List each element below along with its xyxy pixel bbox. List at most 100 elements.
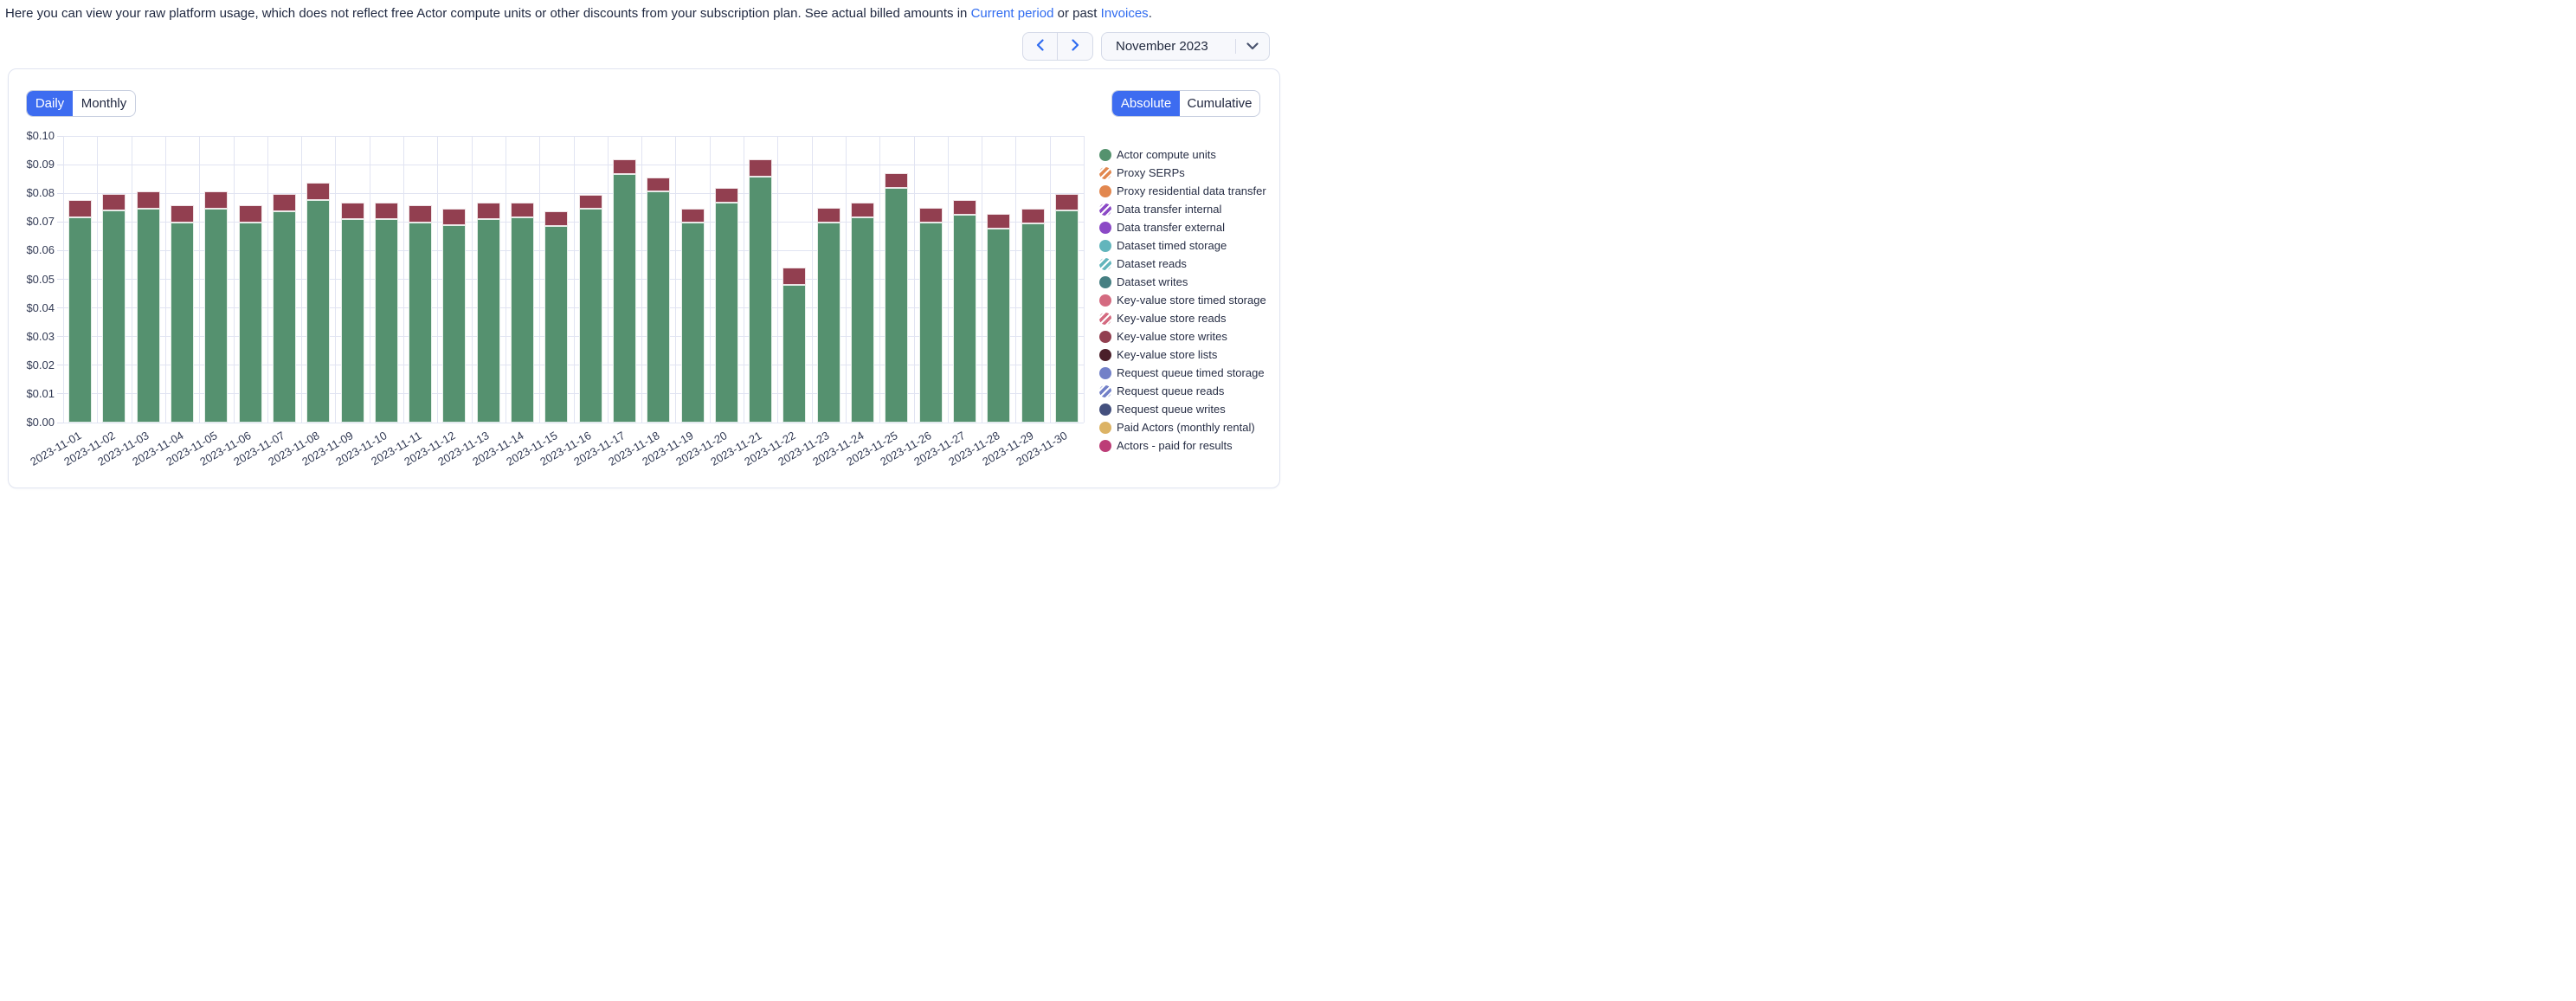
bar-segment-key-value-store-writes[interactable]: [1054, 193, 1079, 210]
legend-item[interactable]: Key-value store writes: [1099, 327, 1227, 346]
bar-segment-key-value-store-writes[interactable]: [714, 187, 738, 203]
bar-segment-actor-compute-units[interactable]: [816, 222, 840, 423]
bar-segment-actor-compute-units[interactable]: [918, 222, 943, 423]
bar-segment-key-value-store-writes[interactable]: [171, 204, 195, 223]
bar-segment-actor-compute-units[interactable]: [680, 222, 705, 423]
legend-item[interactable]: Dataset reads: [1099, 255, 1187, 273]
bar-segment-key-value-store-writes[interactable]: [204, 191, 229, 209]
bar-segment-key-value-store-writes[interactable]: [782, 267, 807, 285]
bar-segment-key-value-store-writes[interactable]: [272, 193, 296, 211]
bar-segment-key-value-store-writes[interactable]: [680, 208, 705, 223]
legend-item[interactable]: Actor compute units: [1099, 145, 1216, 164]
bar-segment-key-value-store-writes[interactable]: [918, 207, 943, 223]
bar-segment-actor-compute-units[interactable]: [952, 214, 976, 423]
daily-button[interactable]: Daily: [27, 91, 73, 116]
legend-item[interactable]: Proxy SERPs: [1099, 164, 1185, 182]
bar-segment-key-value-store-writes[interactable]: [68, 199, 93, 217]
y-axis-label: $0.10: [26, 129, 55, 142]
bar-segment-actor-compute-units[interactable]: [987, 228, 1011, 423]
absolute-button[interactable]: Absolute: [1112, 91, 1180, 116]
bar-segment-key-value-store-writes[interactable]: [749, 158, 773, 177]
bar-segment-key-value-store-writes[interactable]: [340, 202, 364, 219]
bar-segment-actor-compute-units[interactable]: [782, 284, 807, 423]
gridline-vertical: [845, 135, 847, 423]
bar-segment-key-value-store-writes[interactable]: [238, 204, 262, 223]
legend-item[interactable]: Proxy residential data transfer: [1099, 182, 1266, 200]
bar-segment-key-value-store-writes[interactable]: [442, 208, 467, 225]
gridline-vertical: [641, 135, 643, 423]
next-month-button[interactable]: [1058, 33, 1092, 60]
bar-segment-actor-compute-units[interactable]: [1054, 210, 1079, 423]
bar-segment-key-value-store-writes[interactable]: [374, 202, 398, 219]
cumulative-button[interactable]: Cumulative: [1180, 91, 1259, 116]
bar-segment-key-value-store-writes[interactable]: [952, 199, 976, 215]
bar-segment-actor-compute-units[interactable]: [1021, 223, 1045, 423]
bar-segment-actor-compute-units[interactable]: [340, 218, 364, 423]
bar-segment-actor-compute-units[interactable]: [238, 222, 262, 423]
bar-segment-actor-compute-units[interactable]: [544, 225, 569, 423]
bar-segment-actor-compute-units[interactable]: [714, 202, 738, 423]
bar-segment-actor-compute-units[interactable]: [511, 216, 535, 423]
legend-item[interactable]: Paid Actors (monthly rental): [1099, 418, 1255, 436]
prev-month-button[interactable]: [1023, 33, 1058, 60]
bar-segment-actor-compute-units[interactable]: [68, 216, 93, 423]
bar-segment-key-value-store-writes[interactable]: [612, 158, 636, 174]
bar-segment-actor-compute-units[interactable]: [442, 224, 467, 423]
bar-segment-key-value-store-writes[interactable]: [544, 210, 569, 226]
legend-item[interactable]: Key-value store lists: [1099, 346, 1217, 364]
legend-item[interactable]: Request queue reads: [1099, 382, 1224, 400]
legend-item[interactable]: Key-value store reads: [1099, 309, 1226, 327]
legend-swatch-icon: [1099, 203, 1111, 216]
bar-segment-actor-compute-units[interactable]: [171, 222, 195, 423]
bar-segment-key-value-store-writes[interactable]: [306, 182, 331, 200]
legend-item[interactable]: Actors - paid for results: [1099, 436, 1233, 455]
bar-segment-key-value-store-writes[interactable]: [885, 172, 909, 188]
bar-segment-key-value-store-writes[interactable]: [409, 204, 433, 223]
bar-segment-key-value-store-writes[interactable]: [102, 193, 126, 210]
bar-segment-actor-compute-units[interactable]: [102, 210, 126, 423]
y-axis-tick: [57, 249, 63, 251]
bar-segment-actor-compute-units[interactable]: [272, 210, 296, 423]
invoices-link[interactable]: Invoices: [1100, 6, 1149, 21]
legend-label: Proxy residential data transfer: [1117, 184, 1266, 197]
bar-segment-actor-compute-units[interactable]: [851, 216, 875, 423]
bar-segment-actor-compute-units[interactable]: [885, 187, 909, 423]
legend-swatch-icon: [1099, 366, 1111, 379]
legend-swatch-icon: [1099, 384, 1111, 397]
bar-segment-actor-compute-units[interactable]: [612, 173, 636, 423]
legend-label: Actor compute units: [1117, 148, 1216, 161]
legend-item[interactable]: Data transfer internal: [1099, 200, 1221, 218]
bar-segment-key-value-store-writes[interactable]: [578, 194, 602, 209]
bar-segment-key-value-store-writes[interactable]: [647, 177, 671, 191]
bar-segment-actor-compute-units[interactable]: [409, 222, 433, 423]
bar-segment-actor-compute-units[interactable]: [204, 208, 229, 423]
legend-item[interactable]: Key-value store timed storage: [1099, 291, 1266, 309]
legend-item[interactable]: Dataset writes: [1099, 273, 1188, 291]
bar-segment-actor-compute-units[interactable]: [374, 218, 398, 423]
bar-segment-actor-compute-units[interactable]: [306, 199, 331, 423]
bar-segment-key-value-store-writes[interactable]: [816, 207, 840, 223]
bar-segment-actor-compute-units[interactable]: [749, 176, 773, 423]
gridline-vertical: [539, 135, 541, 423]
bar-segment-key-value-store-writes[interactable]: [987, 213, 1011, 229]
bar-segment-actor-compute-units[interactable]: [476, 218, 500, 423]
legend-item[interactable]: Request queue writes: [1099, 400, 1226, 418]
legend-swatch-icon: [1099, 275, 1111, 288]
period-dropdown[interactable]: November 2023: [1101, 32, 1270, 61]
gridline-vertical: [947, 135, 949, 423]
current-period-link[interactable]: Current period: [970, 6, 1054, 21]
bar-segment-actor-compute-units[interactable]: [136, 208, 160, 423]
bar-segment-actor-compute-units[interactable]: [647, 191, 671, 423]
bar-segment-key-value-store-writes[interactable]: [136, 191, 160, 209]
legend-item[interactable]: Data transfer external: [1099, 218, 1225, 236]
bar-segment-key-value-store-writes[interactable]: [1021, 208, 1045, 223]
monthly-button[interactable]: Monthly: [73, 91, 135, 116]
bar-segment-key-value-store-writes[interactable]: [851, 202, 875, 217]
gridline-vertical: [471, 135, 473, 423]
bar-segment-key-value-store-writes[interactable]: [476, 202, 500, 219]
bar-segment-actor-compute-units[interactable]: [578, 208, 602, 423]
bar-segment-key-value-store-writes[interactable]: [511, 202, 535, 217]
legend-item[interactable]: Dataset timed storage: [1099, 236, 1227, 255]
legend-item[interactable]: Request queue timed storage: [1099, 364, 1265, 382]
legend-label: Key-value store reads: [1117, 312, 1227, 325]
